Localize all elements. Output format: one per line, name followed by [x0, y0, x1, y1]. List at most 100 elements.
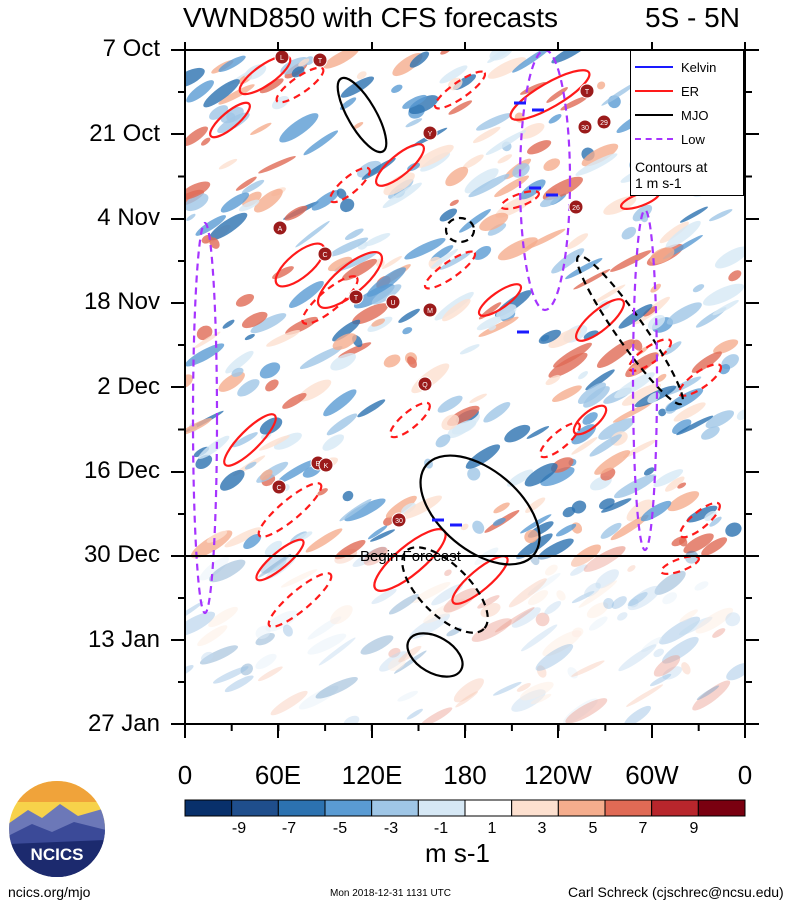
- colorbar-swatch: [651, 799, 699, 817]
- anomaly-blob: [578, 580, 618, 608]
- anomaly-blob: [250, 313, 287, 334]
- anomaly-blob: [388, 594, 419, 615]
- anomaly-blob: [197, 625, 228, 647]
- anomaly-blob: [552, 385, 582, 403]
- anomaly-blob: [701, 426, 720, 440]
- colorbar-swatch: [371, 799, 419, 817]
- anomaly-blob: [701, 537, 728, 556]
- anomaly-blob: [535, 612, 550, 627]
- er-contour: [238, 54, 292, 96]
- storm-marker: [417, 376, 433, 392]
- anomaly-blob: [519, 681, 554, 701]
- begin-forecast-label: Begin Forecast: [360, 548, 461, 565]
- anomaly-blob: [508, 578, 547, 608]
- y-tick-label: 27 Jan: [87, 710, 160, 737]
- anomaly-blob: [581, 143, 619, 167]
- anomaly-blob: [259, 417, 283, 435]
- anomaly-blob: [265, 379, 279, 392]
- anomaly-blob: [567, 667, 578, 679]
- anomaly-blob: [339, 97, 357, 110]
- anomaly-blob: [406, 708, 423, 720]
- anomaly-blob: [691, 351, 722, 373]
- er-contour: [659, 555, 701, 575]
- colorbar-swatch: [324, 799, 373, 817]
- anomaly-blob: [627, 592, 648, 607]
- er-contour: [267, 572, 333, 628]
- colorbar-swatch: [277, 799, 326, 817]
- anomaly-blob: [544, 564, 558, 576]
- colorbar-label: 9: [689, 820, 699, 837]
- anomaly-blob: [677, 482, 687, 489]
- anomaly-blob: [307, 616, 342, 640]
- anomaly-blob: [431, 583, 463, 606]
- region-label: 5S - 5N: [645, 2, 740, 33]
- anomaly-blob: [220, 469, 245, 491]
- anomaly-blob: [241, 179, 265, 194]
- anomaly-blob: [453, 678, 484, 703]
- anomaly-blob: [562, 506, 576, 518]
- storm-marker-label: T: [354, 295, 359, 302]
- anomaly-blob: [193, 331, 221, 349]
- anomaly-blob: [295, 220, 330, 248]
- anomaly-blob: [679, 609, 698, 623]
- anomaly-blob: [186, 80, 214, 103]
- anomaly-blob: [401, 502, 416, 515]
- anomaly-blob: [439, 251, 471, 270]
- storm-marker: [422, 125, 438, 141]
- anomaly-blob: [218, 84, 255, 105]
- anomaly-blob: [516, 533, 553, 560]
- storm-marker: [391, 512, 407, 528]
- x-tick-label: 120W: [524, 760, 592, 790]
- anomaly-blob: [330, 352, 357, 371]
- er-contour: [423, 250, 477, 290]
- anomaly-blob: [334, 539, 366, 560]
- anomaly-blob: [686, 505, 718, 523]
- anomaly-blob: [571, 437, 598, 455]
- anomaly-blob: [280, 569, 318, 588]
- anomaly-blob: [473, 246, 492, 260]
- anomaly-blob: [298, 685, 339, 710]
- anomaly-blob: [679, 537, 688, 547]
- anomaly-blob: [218, 158, 238, 170]
- storm-marker-label: 26: [572, 205, 580, 212]
- anomaly-blob: [713, 339, 739, 355]
- anomaly-blob: [199, 556, 229, 581]
- anomaly-blob: [455, 691, 479, 708]
- anomaly-blob: [612, 402, 652, 423]
- site-url: ncics.org/mjo: [8, 884, 91, 900]
- anomaly-blob: [342, 490, 354, 502]
- anomaly-blob: [583, 386, 610, 408]
- anomaly-blob: [600, 522, 622, 539]
- anomaly-blob: [705, 410, 735, 429]
- y-tick-label: 7 Oct: [102, 35, 160, 62]
- anomaly-blob: [578, 371, 588, 380]
- anomaly-blob: [530, 693, 552, 705]
- anomaly-blob: [672, 419, 692, 435]
- anomaly-blob: [649, 673, 672, 687]
- anomaly-blob: [332, 333, 357, 350]
- anomaly-blob: [594, 450, 631, 475]
- anomaly-blob: [551, 50, 589, 64]
- anomaly-blob: [367, 525, 388, 540]
- storm-marker-label: Q: [422, 382, 428, 389]
- anomaly-blob: [383, 172, 415, 196]
- anomaly-blob: [459, 344, 480, 355]
- colorbar-swatch: [697, 799, 746, 817]
- er-contour: [257, 482, 323, 538]
- anomaly-blob: [492, 681, 522, 696]
- anomaly-blob: [665, 220, 701, 249]
- anomaly-blob: [492, 517, 506, 526]
- anomaly-blob: [666, 302, 702, 325]
- anomaly-blob: [618, 304, 653, 329]
- anomaly-blob: [241, 311, 268, 329]
- y-tick-label: 18 Nov: [83, 288, 160, 315]
- anomaly-blob: [653, 648, 664, 658]
- anomaly-blob: [254, 188, 283, 213]
- anomaly-blob: [199, 645, 239, 665]
- anomaly-blob: [185, 611, 216, 637]
- anomaly-blob: [185, 193, 209, 212]
- svg-text:NCICS: NCICS: [31, 845, 84, 864]
- anomaly-blob: [327, 256, 353, 272]
- anomaly-blob: [185, 67, 205, 89]
- anomaly-blob: [512, 50, 552, 73]
